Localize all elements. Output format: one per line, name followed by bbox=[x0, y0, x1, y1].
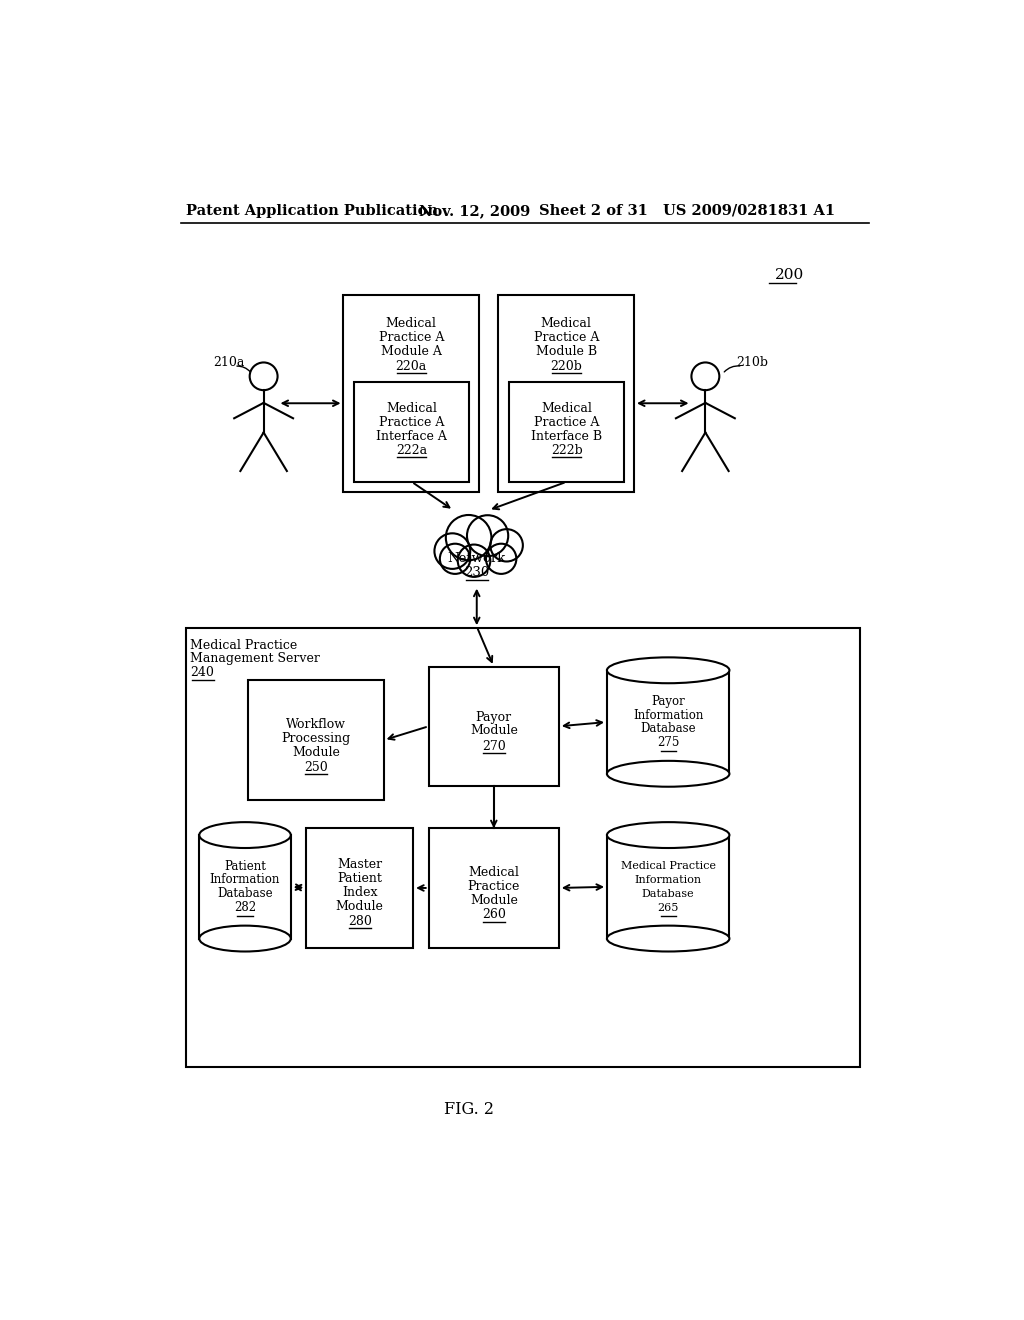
Text: 200: 200 bbox=[775, 268, 805, 282]
FancyBboxPatch shape bbox=[499, 296, 634, 492]
Text: 250: 250 bbox=[304, 760, 328, 774]
FancyBboxPatch shape bbox=[306, 829, 414, 948]
Text: Medical: Medical bbox=[542, 403, 592, 416]
Circle shape bbox=[691, 363, 719, 391]
FancyBboxPatch shape bbox=[354, 381, 469, 482]
FancyBboxPatch shape bbox=[248, 681, 384, 800]
Ellipse shape bbox=[200, 925, 291, 952]
Text: 280: 280 bbox=[348, 915, 372, 928]
Text: Database: Database bbox=[217, 887, 272, 900]
Circle shape bbox=[486, 544, 516, 574]
Circle shape bbox=[440, 544, 470, 574]
Text: Interface A: Interface A bbox=[376, 430, 447, 444]
Text: Practice A: Practice A bbox=[534, 416, 599, 429]
Text: Medical: Medical bbox=[468, 866, 519, 879]
Circle shape bbox=[490, 529, 523, 561]
Text: Index: Index bbox=[342, 886, 378, 899]
Ellipse shape bbox=[607, 925, 729, 952]
Text: Information: Information bbox=[210, 874, 281, 887]
Text: Payor: Payor bbox=[651, 694, 685, 708]
Text: 220a: 220a bbox=[395, 360, 427, 372]
Text: FIG. 2: FIG. 2 bbox=[444, 1101, 494, 1118]
Ellipse shape bbox=[607, 657, 729, 684]
Text: Management Server: Management Server bbox=[190, 652, 319, 665]
Text: 282: 282 bbox=[233, 902, 256, 915]
Text: Practice A: Practice A bbox=[379, 331, 444, 345]
Text: Sheet 2 of 31: Sheet 2 of 31 bbox=[539, 203, 647, 218]
Text: Medical Practice: Medical Practice bbox=[621, 861, 716, 871]
Text: 265: 265 bbox=[657, 903, 679, 912]
Text: Information: Information bbox=[635, 875, 701, 884]
Text: Module B: Module B bbox=[536, 345, 597, 358]
Circle shape bbox=[467, 515, 508, 556]
Text: Information: Information bbox=[633, 709, 703, 722]
Text: Master: Master bbox=[337, 858, 382, 871]
Text: Patient: Patient bbox=[337, 873, 382, 886]
Ellipse shape bbox=[607, 822, 729, 847]
Text: 260: 260 bbox=[482, 908, 506, 921]
FancyBboxPatch shape bbox=[607, 671, 729, 774]
Text: Network: Network bbox=[447, 552, 506, 565]
Circle shape bbox=[458, 545, 490, 577]
Text: 275: 275 bbox=[657, 737, 679, 750]
Text: Module: Module bbox=[292, 746, 340, 759]
Text: Workflow: Workflow bbox=[286, 718, 346, 731]
Text: Practice: Practice bbox=[468, 880, 520, 892]
Circle shape bbox=[250, 363, 278, 391]
Text: Module: Module bbox=[336, 900, 384, 913]
Text: Nov. 12, 2009: Nov. 12, 2009 bbox=[419, 203, 529, 218]
Text: Medical: Medical bbox=[386, 403, 437, 416]
Text: Patent Application Publication: Patent Application Publication bbox=[186, 203, 438, 218]
Text: 222b: 222b bbox=[551, 444, 583, 457]
Text: Patient: Patient bbox=[224, 859, 266, 873]
Ellipse shape bbox=[200, 822, 291, 847]
Circle shape bbox=[434, 533, 470, 569]
Text: Medical: Medical bbox=[541, 317, 592, 330]
Text: 220b: 220b bbox=[550, 360, 583, 372]
Text: Payor: Payor bbox=[476, 710, 512, 723]
Text: 240: 240 bbox=[190, 667, 214, 680]
Text: Module A: Module A bbox=[381, 345, 441, 358]
FancyBboxPatch shape bbox=[429, 829, 559, 948]
FancyBboxPatch shape bbox=[429, 667, 559, 785]
Text: 270: 270 bbox=[482, 739, 506, 752]
FancyBboxPatch shape bbox=[186, 628, 860, 1067]
Text: 230: 230 bbox=[464, 566, 489, 579]
Text: US 2009/0281831 A1: US 2009/0281831 A1 bbox=[663, 203, 835, 218]
Circle shape bbox=[445, 515, 492, 560]
Text: Practice A: Practice A bbox=[379, 416, 444, 429]
FancyBboxPatch shape bbox=[607, 836, 729, 939]
Text: Database: Database bbox=[642, 888, 694, 899]
Text: Module: Module bbox=[470, 725, 518, 738]
FancyBboxPatch shape bbox=[509, 381, 624, 482]
Text: Database: Database bbox=[640, 722, 696, 735]
Text: Practice A: Practice A bbox=[534, 331, 599, 345]
Text: Medical: Medical bbox=[386, 317, 436, 330]
Text: Medical Practice: Medical Practice bbox=[190, 639, 297, 652]
Text: Processing: Processing bbox=[282, 733, 350, 744]
FancyBboxPatch shape bbox=[343, 296, 479, 492]
Text: 210a: 210a bbox=[213, 356, 245, 370]
Text: 222a: 222a bbox=[396, 444, 427, 457]
FancyBboxPatch shape bbox=[200, 836, 291, 939]
Text: 210b: 210b bbox=[736, 356, 768, 370]
Text: Module: Module bbox=[470, 894, 518, 907]
Ellipse shape bbox=[607, 760, 729, 787]
Text: Interface B: Interface B bbox=[531, 430, 602, 444]
